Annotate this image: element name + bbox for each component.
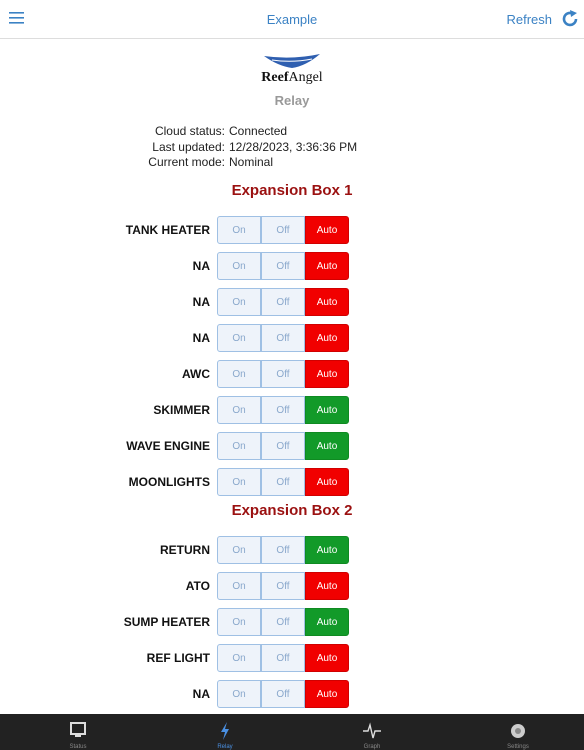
mode-button[interactable]: Auto (305, 644, 349, 672)
logo-rest: Angel (288, 70, 323, 85)
mode-button[interactable]: Off (261, 360, 305, 388)
mode-button[interactable]: Off (261, 680, 305, 708)
mode-button[interactable]: Auto (305, 468, 349, 496)
mode-button[interactable]: Off (261, 396, 305, 424)
mode-button[interactable]: Off (261, 608, 305, 636)
relay-name: NA (192, 295, 210, 309)
mode-button[interactable]: Auto (305, 216, 349, 244)
tab-icon[interactable] (215, 721, 235, 741)
mode-button[interactable]: Auto (305, 572, 349, 600)
mode-button[interactable]: Auto (305, 324, 349, 352)
tab-label[interactable]: Status (69, 744, 87, 750)
relay-name: REF LIGHT (146, 651, 210, 665)
refresh-button[interactable]: Refresh (506, 12, 552, 27)
relay-name: MOONLIGHTS (128, 475, 210, 489)
menu-icon[interactable] (9, 11, 25, 25)
mode-button[interactable]: On (217, 432, 261, 460)
mode-button[interactable]: On (217, 216, 261, 244)
tab-bar: Status Relay Graph Settings (0, 714, 584, 750)
tab-label[interactable]: Graph (363, 744, 381, 750)
status-label: Last updated: (152, 139, 225, 154)
mode-button[interactable]: On (217, 608, 261, 636)
mode-button[interactable]: On (217, 572, 261, 600)
mode-button[interactable]: On (217, 360, 261, 388)
status-value: 12/28/2023, 3:36:36 PM (229, 139, 358, 154)
mode-button[interactable]: Off (261, 572, 305, 600)
mode-button[interactable]: On (217, 324, 261, 352)
mode-button[interactable]: Auto (305, 680, 349, 708)
mode-button[interactable]: Auto (305, 536, 349, 564)
status-value: Connected (229, 124, 288, 138)
mode-button[interactable]: On (217, 680, 261, 708)
relay-name: SUMP HEATER (123, 615, 210, 629)
relay-name: WAVE ENGINE (126, 439, 210, 453)
relay-name: SKIMMER (153, 403, 210, 417)
mode-button[interactable]: Auto (305, 288, 349, 316)
status-value: Nominal (229, 155, 274, 169)
relay-name: NA (192, 259, 210, 273)
mode-button[interactable]: Off (261, 432, 305, 460)
tab-icon[interactable] (68, 721, 88, 741)
mode-button[interactable]: Auto (305, 432, 349, 460)
mode-button[interactable]: Auto (305, 360, 349, 388)
mode-button[interactable]: Auto (305, 252, 349, 280)
status-label: Cloud status: (154, 124, 225, 138)
relay-name: ATO (185, 579, 210, 593)
logo-wing (264, 54, 320, 68)
status-label: Current mode: (148, 155, 225, 169)
tab-icon[interactable] (362, 721, 382, 741)
mode-button[interactable]: Auto (305, 608, 349, 636)
box-title: Expansion Box 2 (231, 502, 353, 519)
mode-button[interactable]: Off (261, 324, 305, 352)
mode-button[interactable]: On (217, 644, 261, 672)
relay-name: NA (192, 687, 210, 701)
refresh-icon[interactable] (560, 9, 580, 29)
mode-button[interactable]: On (217, 396, 261, 424)
mode-button[interactable]: Off (261, 288, 305, 316)
mode-button[interactable]: On (217, 536, 261, 564)
mode-button[interactable]: On (217, 288, 261, 316)
mode-button[interactable]: Off (261, 468, 305, 496)
header: Example Refresh (0, 0, 584, 39)
mode-button[interactable]: On (217, 468, 261, 496)
mode-button[interactable]: Off (261, 216, 305, 244)
header-title: Example (266, 12, 318, 27)
tab-label[interactable]: Relay (217, 744, 233, 750)
mode-button[interactable]: Auto (305, 396, 349, 424)
tab-icon[interactable] (508, 721, 528, 741)
logo-text: ReefAngel (0, 70, 584, 86)
tab-label[interactable]: Settings (507, 744, 529, 750)
relay-name: RETURN (160, 543, 210, 557)
mode-button[interactable]: On (217, 252, 261, 280)
logo-bold: Reef (261, 70, 289, 85)
relay-name: NA (192, 331, 210, 345)
mode-button[interactable]: Off (261, 536, 305, 564)
mode-button[interactable]: Off (261, 644, 305, 672)
mode-button[interactable]: Off (261, 252, 305, 280)
box-title: Expansion Box 1 (231, 182, 353, 199)
relay-name: AWC (182, 367, 210, 381)
relay-name: TANK HEATER (125, 223, 210, 237)
page-title: Relay (274, 93, 310, 108)
